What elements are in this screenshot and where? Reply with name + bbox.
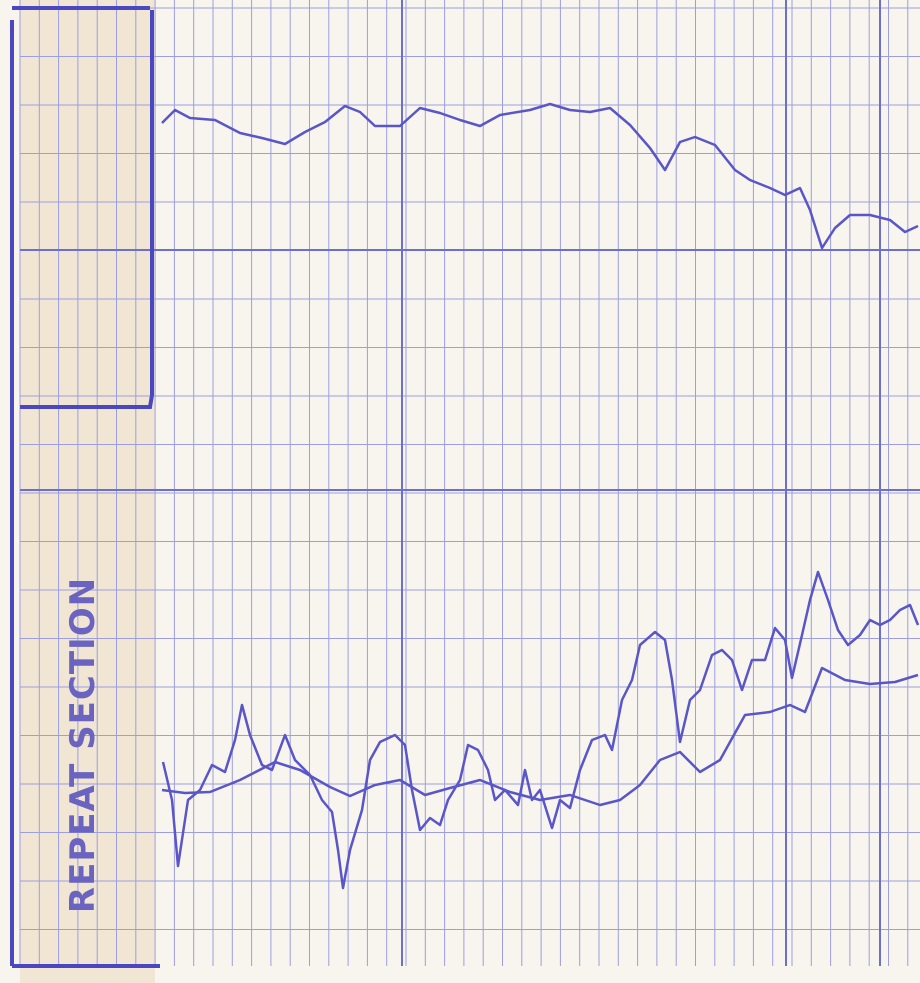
section-label: REPEAT SECTION	[63, 577, 103, 913]
grid	[19, 0, 920, 966]
left-strip	[20, 0, 155, 983]
smooth-trace	[161, 666, 919, 807]
section-step	[20, 10, 154, 409]
noisy-trace	[161, 570, 920, 890]
bracket	[10, 6, 160, 968]
upper-trace	[161, 102, 919, 250]
